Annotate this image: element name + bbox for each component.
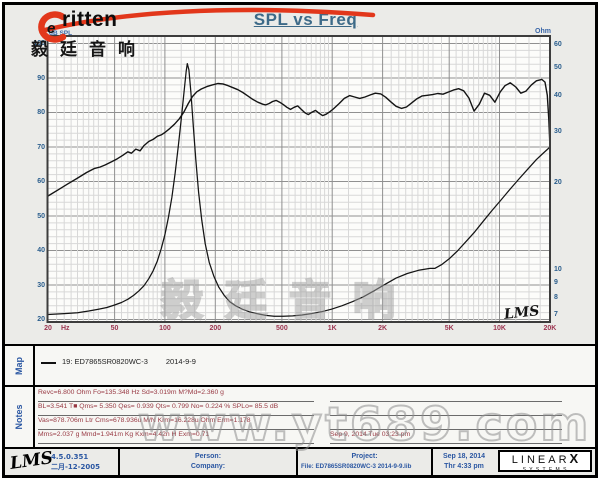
section-divider — [5, 344, 595, 346]
right-axis-unit-label: Ohm — [535, 28, 551, 35]
tick-label: 70 — [37, 143, 45, 151]
notes-label-cell: Notes — [5, 387, 35, 447]
app-version: 4.5.0.351 — [51, 453, 89, 461]
tick-label: 50 — [110, 325, 119, 332]
notes-blank-field — [330, 417, 562, 430]
tick-label: 100 — [159, 325, 171, 332]
linearx-logo: LINEARX S Y S T E M S — [498, 450, 592, 473]
legend-line-sample — [41, 362, 56, 364]
spl-curve — [47, 78, 550, 197]
tick-label: 90 — [37, 74, 45, 82]
legend-curve-name: 19: ED7865SR0820WC-3 — [62, 357, 148, 366]
tick-label: Hz — [61, 325, 70, 332]
tick-label: 7 — [554, 311, 558, 318]
project-file-cell: Project: File: ED7865SR0820WC-3 2014-9-9… — [298, 452, 431, 472]
tick-label: 20 — [554, 179, 562, 186]
tick-label: 60 — [37, 178, 45, 185]
notes-blank-field — [330, 389, 562, 402]
page-title: SPL vs Freq — [253, 10, 358, 29]
brand-name: ritten — [62, 8, 118, 31]
notes-label: Notes — [14, 404, 24, 430]
linearx-wordmark: LINEARX — [511, 451, 579, 466]
tick-label: 20 — [44, 325, 52, 332]
tick-label: 40 — [37, 247, 45, 254]
tick-label: 50 — [37, 212, 45, 220]
map-section: Map 19: ED7865SR0820WC-3 2014-9-9 — [5, 346, 595, 385]
notes-line: Revc=6.800 Ohm Fo=135.348 Hz Sd=3.019m M… — [38, 389, 314, 402]
print-time: Thr 4:33 pm — [444, 463, 484, 470]
tick-label: 40 — [554, 91, 562, 99]
notes-blank-field — [330, 403, 562, 416]
linearx-systems-text: S Y S T E M S — [522, 467, 568, 473]
watermark-url: www.yt689.com — [137, 396, 592, 452]
watermark-chinese: 毅廷音响 — [160, 275, 418, 326]
tick-label: 20K — [543, 325, 557, 332]
tick-label: 30 — [37, 281, 45, 289]
tick-label: 5K — [444, 325, 454, 332]
cell-divider — [118, 449, 120, 475]
tick-label: 8 — [554, 294, 558, 302]
tick-label: 30 — [554, 128, 562, 136]
tick-label: 100 — [33, 40, 45, 47]
app-build-date: 二月-12-2005 — [51, 463, 101, 471]
notes-section: Notes Revc=6.800 Ohm Fo=135.348 Hz Sd=3.… — [5, 387, 595, 447]
notes-line: BL=3.541 T■ Qms= 5.350 Qes= 0.939 Qts= 0… — [38, 403, 314, 416]
cell-divider — [296, 449, 298, 475]
tick-label: 200 — [209, 325, 222, 332]
impedance-curve — [47, 62, 550, 317]
section-divider — [5, 385, 595, 387]
map-label: Map — [14, 356, 24, 375]
tick-label: 2K — [378, 325, 388, 332]
tick-label: 80 — [37, 109, 45, 116]
tick-label: 10 — [554, 266, 562, 274]
map-label-cell: Map — [5, 346, 35, 385]
tick-label: 60 — [554, 40, 562, 48]
tick-label: 500 — [276, 325, 288, 332]
spl-freq-plot — [46, 35, 551, 323]
notes-line: Vas=878.706m Ltr Cms=678.936u M/N Krm=16… — [38, 417, 314, 430]
cell-divider — [431, 449, 433, 475]
version-block: 4.5.0.351 二月-12-2005 — [51, 452, 100, 472]
brand-chinese-name: 毅廷音响 — [31, 40, 147, 60]
tick-label: 20 — [37, 316, 45, 323]
person-company-cell: Person: Company: — [120, 452, 296, 472]
company-label: Company: — [190, 463, 226, 470]
print-date-cell: Sep 18, 2014 Thr 4:33 pm — [433, 452, 495, 472]
project-label: Project: — [351, 453, 378, 460]
notes-line: Mms=2.037 g Mmd=1.941m Kg Kxm=4.42n H Ex… — [38, 431, 314, 444]
tick-label: 10K — [493, 325, 506, 332]
legend-date: 2014-9-9 — [165, 357, 196, 366]
tick-label: 50 — [554, 63, 562, 71]
legend-entry: 19: ED7865SR0820WC-3 2014-9-9 — [62, 357, 196, 366]
person-label: Person: — [194, 453, 222, 460]
tick-label: 1K — [327, 325, 337, 332]
print-date: Sep 18, 2014 — [442, 453, 486, 460]
lms-app-logo: LMS — [8, 448, 55, 474]
notes-measure-date: Sep 9, 2014 Tue 03:23 pm — [330, 431, 562, 444]
section-divider — [5, 447, 595, 449]
status-bar: LMS 4.5.0.351 二月-12-2005 Person: Company… — [5, 448, 595, 475]
file-name: File: ED7865SR0820WC-3 2014-9-9.lib — [301, 463, 412, 470]
tick-label: 9 — [554, 279, 558, 287]
